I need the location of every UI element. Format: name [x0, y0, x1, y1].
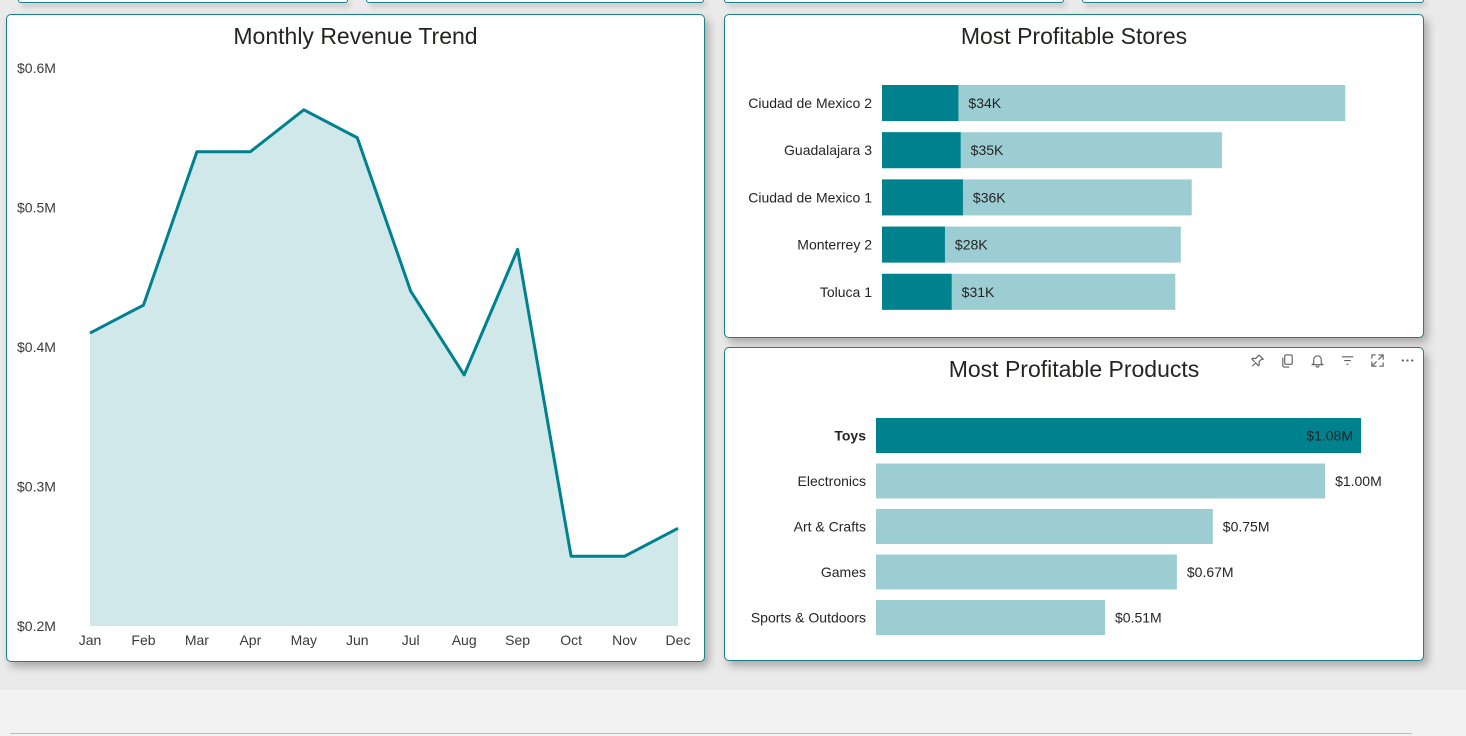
focus-mode-icon[interactable]: [1367, 352, 1387, 368]
product-bar[interactable]: [876, 509, 1213, 544]
category-label: Toluca 1: [820, 284, 872, 300]
category-label: Games: [821, 564, 866, 580]
profit-bar[interactable]: [882, 132, 961, 169]
filter-icon[interactable]: [1337, 352, 1357, 368]
visual-header: [1247, 352, 1417, 368]
data-label: $0.75M: [1223, 519, 1270, 535]
x-tick-label: Jun: [346, 632, 369, 648]
data-label: $34K: [968, 95, 1001, 111]
y-tick-label: $0.5M: [17, 200, 56, 216]
data-point[interactable]: [137, 299, 149, 311]
product-bar[interactable]: [876, 418, 1361, 453]
data-point[interactable]: [244, 146, 256, 158]
bell-icon[interactable]: [1307, 352, 1327, 368]
category-label: Guadalajara 3: [784, 142, 872, 158]
data-point[interactable]: [672, 522, 684, 534]
data-point[interactable]: [512, 243, 524, 255]
data-point[interactable]: [619, 550, 631, 562]
card-stub: [366, 0, 704, 3]
x-tick-label: Dec: [666, 632, 691, 648]
profit-bar[interactable]: [882, 273, 952, 310]
y-tick-label: $0.2M: [17, 618, 56, 634]
data-label: $0.67M: [1187, 564, 1234, 580]
card-stub: [18, 0, 348, 3]
data-label: $1.08M: [1306, 428, 1353, 444]
card-stub: [724, 0, 1064, 3]
category-label: Toys: [834, 428, 866, 444]
data-point[interactable]: [84, 327, 96, 339]
card-stub: [1082, 0, 1424, 3]
copy-icon[interactable]: [1277, 352, 1297, 368]
x-tick-label: Feb: [131, 632, 155, 648]
series-line[interactable]: [89, 108, 679, 558]
x-tick-label: Sep: [505, 632, 530, 648]
data-point[interactable]: [565, 550, 577, 562]
data-label: $36K: [973, 189, 1006, 205]
category-label: Sports & Outdoors: [751, 610, 866, 626]
data-label: $28K: [955, 237, 988, 253]
data-label: $0.51M: [1115, 610, 1162, 626]
divider: [10, 733, 1412, 734]
x-tick-label: Nov: [612, 632, 637, 648]
data-point[interactable]: [351, 132, 363, 144]
data-label: $1.00M: [1335, 473, 1382, 489]
profit-bar[interactable]: [882, 179, 963, 216]
product-bar[interactable]: [876, 554, 1177, 590]
chart-title: Most Profitable Products: [948, 356, 1200, 382]
category-label: Monterrey 2: [797, 237, 872, 253]
product-bar[interactable]: [876, 600, 1106, 635]
chart-title: Monthly Revenue Trend: [233, 23, 478, 49]
category-label: Art & Crafts: [794, 519, 866, 535]
chart-title: Most Profitable Stores: [960, 23, 1188, 49]
x-tick-label: Mar: [185, 632, 209, 648]
category-label: Ciudad de Mexico 2: [748, 95, 872, 111]
more-options-icon[interactable]: [1397, 352, 1417, 368]
product-bar[interactable]: [876, 463, 1326, 499]
stores-bar-chart[interactable]: Ciudad de Mexico 2 $34K Guadalajara 3 $35K C…: [725, 15, 1423, 337]
revenue-trend-card[interactable]: Monthly Revenue Trend $0.2M $0.3M $0.4M $0.…: [6, 14, 705, 662]
x-tick-label: Jul: [402, 632, 420, 648]
pin-icon[interactable]: [1247, 352, 1267, 368]
stores-card[interactable]: Most Profitable Stores Ciudad de Mexico …: [724, 14, 1424, 338]
x-tick-label: Oct: [560, 632, 582, 648]
data-label: $35K: [971, 142, 1004, 158]
page-background: [0, 690, 1466, 736]
category-label: Electronics: [798, 473, 866, 489]
data-point[interactable]: [298, 104, 310, 116]
total-bar[interactable]: [882, 85, 1346, 121]
data-point[interactable]: [191, 146, 203, 158]
products-bar-chart[interactable]: Toys $1.08M Electronics $1.00M Art & Crafts $…: [725, 348, 1423, 660]
area-fill: [90, 109, 678, 627]
x-tick-label: Aug: [452, 632, 477, 648]
category-label: Ciudad de Mexico 1: [748, 189, 872, 205]
x-tick-label: May: [291, 632, 317, 648]
products-card[interactable]: Most Profitable Products Toys $1.08M Elect…: [724, 347, 1424, 661]
y-tick-label: $0.3M: [17, 479, 56, 495]
profit-bar[interactable]: [882, 85, 959, 121]
profit-bar[interactable]: [882, 226, 945, 263]
x-tick-label: Jan: [79, 632, 102, 648]
data-point[interactable]: [405, 285, 417, 297]
revenue-area-chart[interactable]: $0.2M $0.3M $0.4M $0.5M $0.6M Jan Feb Mar Apr May…: [7, 15, 704, 661]
data-label: $31K: [962, 284, 995, 300]
data-point[interactable]: [458, 369, 470, 381]
y-tick-label: $0.4M: [17, 339, 56, 355]
y-tick-label: $0.6M: [17, 60, 56, 76]
x-tick-label: Apr: [239, 632, 261, 648]
